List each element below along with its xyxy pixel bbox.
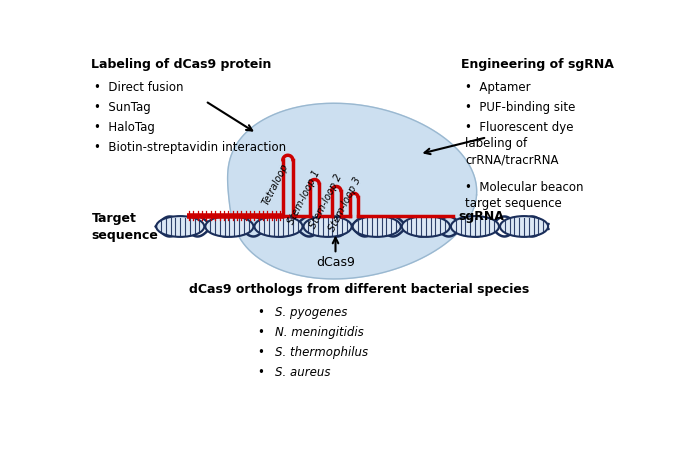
Ellipse shape: [304, 216, 351, 237]
Text: •: •: [258, 325, 272, 338]
Text: •  Aptamer: • Aptamer: [465, 81, 531, 94]
Text: Tetraloop: Tetraloop: [260, 161, 290, 206]
Ellipse shape: [255, 216, 302, 237]
Text: •  Biotin-streptavidin interaction: • Biotin-streptavidin interaction: [94, 141, 286, 154]
Text: •  SunTag: • SunTag: [94, 101, 151, 114]
Text: sgRNA: sgRNA: [458, 210, 504, 223]
Text: S. thermophilus: S. thermophilus: [275, 345, 368, 358]
Text: Labeling of dCas9 protein: Labeling of dCas9 protein: [90, 58, 271, 71]
Text: Stem-loop 3: Stem-loop 3: [327, 175, 363, 233]
Ellipse shape: [402, 216, 450, 237]
Ellipse shape: [353, 216, 400, 237]
Ellipse shape: [156, 216, 204, 237]
Text: •  HaloTag: • HaloTag: [94, 121, 155, 134]
Ellipse shape: [205, 216, 253, 237]
Text: Stem-loop 2: Stem-loop 2: [309, 172, 344, 229]
Ellipse shape: [451, 216, 499, 237]
Text: Engineering of sgRNA: Engineering of sgRNA: [461, 58, 614, 71]
Text: •  Molecular beacon
target sequence: • Molecular beacon target sequence: [465, 181, 583, 210]
Text: •: •: [258, 345, 272, 358]
Text: •: •: [258, 305, 272, 318]
Text: •  PUF-binding site: • PUF-binding site: [465, 101, 575, 114]
Text: S. aureus: S. aureus: [275, 365, 330, 378]
Text: •  Fluorescent dye
labeling of
crRNA/tracrRNA: • Fluorescent dye labeling of crRNA/trac…: [465, 121, 573, 166]
Text: dCas9 orthologs from different bacterial species: dCas9 orthologs from different bacterial…: [188, 282, 529, 295]
Text: Stem-loop 1: Stem-loop 1: [286, 168, 322, 226]
Text: •: •: [258, 365, 272, 378]
Text: N. meningitidis: N. meningitidis: [275, 325, 364, 338]
Text: Target
sequence: Target sequence: [92, 212, 158, 242]
Polygon shape: [228, 104, 477, 279]
Ellipse shape: [500, 216, 548, 237]
Text: dCas9: dCas9: [316, 255, 355, 268]
Text: S. pyogenes: S. pyogenes: [275, 305, 347, 318]
Text: •  Direct fusion: • Direct fusion: [94, 81, 184, 94]
